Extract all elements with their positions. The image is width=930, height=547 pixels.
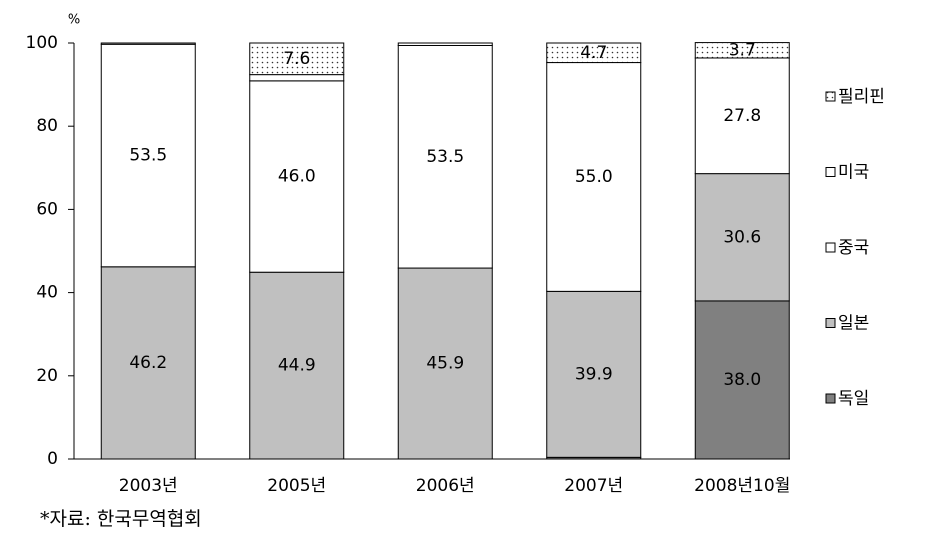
source-note: *자료: 한국무역협회 xyxy=(40,508,202,530)
x-tick-label: 2003년 xyxy=(119,476,178,496)
value-label: 53.5 xyxy=(129,146,167,166)
bar-segment xyxy=(100,42,196,45)
legend-swatch xyxy=(825,242,836,253)
legend-swatch xyxy=(825,393,836,404)
bar-segment xyxy=(694,57,790,175)
value-label: 3.7 xyxy=(729,40,756,60)
value-label: 53.5 xyxy=(426,147,464,167)
x-tick-label: 2007년 xyxy=(564,476,623,496)
legend-swatch xyxy=(825,91,836,102)
bar-segment xyxy=(100,43,196,268)
value-label: 55.0 xyxy=(575,167,613,187)
bar-segment xyxy=(546,62,642,292)
bar-segment xyxy=(249,271,345,460)
bar-segment xyxy=(397,42,493,46)
bar-segment xyxy=(694,42,790,59)
y-tick-label: 40 xyxy=(36,283,58,303)
legend-label: 중국 xyxy=(838,238,869,258)
x-tick-label: 2005년 xyxy=(267,476,326,496)
bar-segment xyxy=(100,266,196,460)
value-label: 44.9 xyxy=(278,356,316,376)
legend-swatch xyxy=(825,167,836,177)
bar-segment xyxy=(694,173,790,302)
bar-segment xyxy=(249,42,345,76)
bar-segment xyxy=(249,80,345,273)
y-tick-label: 0 xyxy=(47,449,58,469)
value-label: 46.2 xyxy=(129,353,167,373)
value-label: 39.9 xyxy=(575,364,613,384)
bar-segment xyxy=(546,290,642,458)
y-tick-label: 100 xyxy=(26,33,58,53)
legend-label: 필리핀 xyxy=(838,87,885,107)
legend-label: 미국 xyxy=(838,163,869,183)
y-unit: % xyxy=(68,13,80,28)
value-label: 27.8 xyxy=(723,106,761,126)
x-tick-label: 2008년10월 xyxy=(694,476,790,496)
legend-swatch xyxy=(825,318,836,328)
value-label: 46.0 xyxy=(278,167,316,187)
bar-segment xyxy=(546,42,642,64)
value-label: 38.0 xyxy=(723,370,761,390)
bar-segment xyxy=(397,267,493,460)
value-label: 30.6 xyxy=(723,227,761,247)
y-tick-label: 60 xyxy=(36,199,58,219)
x-tick-label: 2006년 xyxy=(416,476,475,496)
value-label: 45.9 xyxy=(426,354,464,374)
value-label: 4.7 xyxy=(580,43,607,63)
legend-label: 일본 xyxy=(838,314,869,334)
y-tick-label: 80 xyxy=(36,116,58,136)
bar-segment xyxy=(694,300,790,460)
legend-label: 독일 xyxy=(838,389,869,409)
y-tick-label: 20 xyxy=(36,366,58,386)
bar-segment xyxy=(249,74,345,82)
value-label: 7.6 xyxy=(283,49,310,69)
